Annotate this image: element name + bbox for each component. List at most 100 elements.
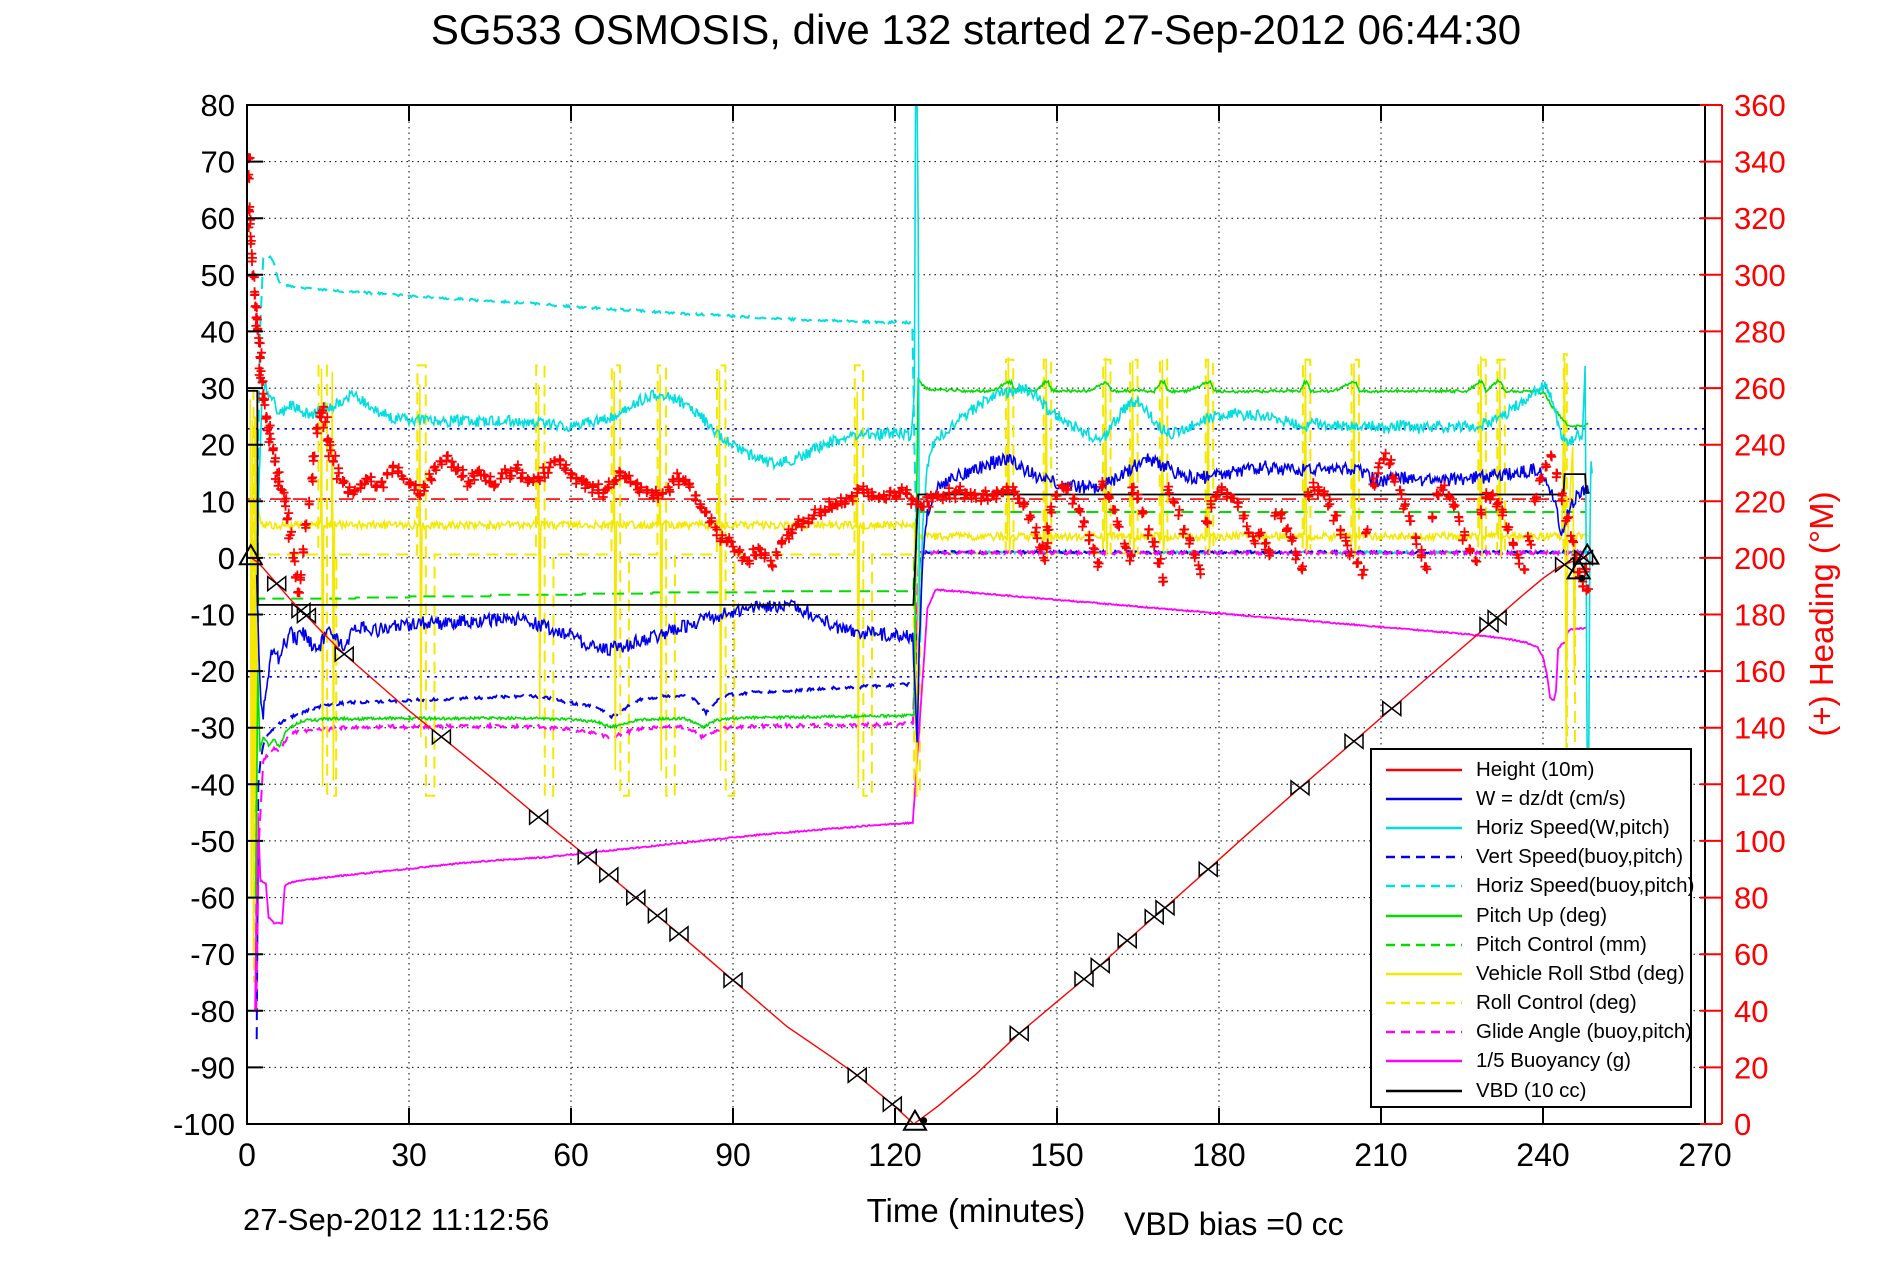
x-tick-label: 180	[1192, 1137, 1245, 1173]
y-axis-labels-right: 3603403203002802602402202001801601401201…	[1734, 88, 1786, 1142]
y-tick-label-right: 120	[1734, 767, 1786, 802]
timestamp: 27-Sep-2012 11:12:56	[243, 1202, 550, 1237]
gc-marker	[431, 728, 452, 746]
axis-ticks	[246, 104, 1706, 1125]
gc-marker	[1009, 1024, 1029, 1042]
y-tick-label-right: 300	[1734, 258, 1786, 293]
legend-item: Vert Speed(buoy,pitch)	[1372, 843, 1690, 872]
gc-marker	[647, 907, 668, 925]
series-horiz_speed_buoy	[254, 254, 1593, 1011]
figure-title: SG533 OSMOSIS, dive 132 started 27-Sep-2…	[430, 6, 1522, 53]
legend-label: Horiz Speed(buoy,pitch)	[1476, 874, 1695, 898]
y-tick-label: 40	[201, 314, 235, 349]
phase-triangle-marker	[1574, 542, 1601, 565]
legend: Height (10m) W = dz/dt (cm/s) Horiz Speed(…	[1370, 748, 1695, 1108]
legend-label: Vehicle Roll Stbd (deg)	[1476, 961, 1685, 985]
gc-marker	[1573, 549, 1594, 567]
gc-marker	[296, 607, 317, 625]
y-tick-label-right: 160	[1734, 654, 1786, 689]
y-tick-label: -60	[190, 881, 235, 916]
y-tick-label-right: 140	[1734, 711, 1786, 746]
y-tick-label: -90	[190, 1050, 235, 1085]
y-tick-label-right: 40	[1734, 994, 1768, 1029]
legend-label: Roll Control (deg)	[1476, 991, 1637, 1015]
legend-item: Vehicle Roll Stbd (deg)	[1372, 959, 1690, 988]
legend-swatch-blue-solid	[1386, 797, 1462, 801]
legend-item: Horiz Speed(W,pitch)	[1372, 813, 1690, 842]
legend-item: W = dz/dt (cm/s)	[1372, 784, 1690, 813]
legend-swatch-yellow-dashed	[1386, 1001, 1462, 1005]
legend-label: Horiz Speed(W,pitch)	[1476, 815, 1670, 839]
y-tick-label-right: 260	[1734, 371, 1786, 406]
y-tick-label-right: 60	[1734, 937, 1768, 972]
legend-label: VBD (10 cc)	[1476, 1078, 1587, 1102]
dot-marker	[920, 1117, 928, 1125]
y-tick-label: -50	[190, 824, 235, 859]
legend-item: 1/5 Buoyancy (g)	[1372, 1047, 1690, 1076]
legend-item: VBD (10 cc)	[1372, 1076, 1690, 1105]
gc-marker	[1155, 899, 1175, 917]
legend-item: Roll Control (deg)	[1372, 989, 1690, 1018]
legend-swatch-green-solid	[1386, 914, 1462, 917]
legend-label: 1/5 Buoyancy (g)	[1476, 1049, 1631, 1073]
y-tick-label: -100	[173, 1107, 235, 1142]
heading-scatter	[247, 153, 1593, 598]
y-axis-labels-left: 80 70 60 50 40 30 20 10 0 -10 -20 -30 -40 -50 -60 -70 -8…	[173, 88, 235, 1142]
y-tick-label-right: 280	[1734, 314, 1786, 349]
phase-triangle-marker	[238, 543, 264, 566]
dive-markers	[238, 542, 1601, 1131]
legend-swatch-red-solid	[1386, 768, 1462, 771]
y-tick-label-right: 100	[1734, 824, 1786, 859]
y-tick-label: -30	[190, 711, 235, 746]
series-vehicle_roll	[249, 356, 1590, 956]
gc-marker	[599, 866, 619, 884]
gc-marker	[626, 889, 646, 907]
legend-swatch-magenta-dashed	[1386, 1031, 1462, 1034]
series-buoyancy_fifth	[254, 588, 1587, 1011]
y-tick-label: 70	[201, 145, 235, 180]
gc-marker	[1074, 970, 1094, 988]
legend-label: Vert Speed(buoy,pitch)	[1476, 845, 1684, 869]
gc-marker	[577, 848, 597, 866]
y-tick-label: 50	[201, 258, 235, 293]
legend-item: Pitch Control (mm)	[1372, 930, 1690, 959]
legend-label: Glide Angle (buoy,pitch)	[1476, 1020, 1693, 1044]
y-tick-label-right: 360	[1734, 88, 1786, 123]
x-tick-label: 30	[391, 1137, 427, 1173]
legend-swatch-green-dashed	[1386, 943, 1462, 946]
legend-swatch-cyan-solid	[1386, 826, 1462, 830]
y-tick-label-right: 320	[1734, 201, 1786, 236]
y-tick-label-right: 80	[1734, 881, 1768, 916]
x-tick-label: 90	[715, 1137, 751, 1173]
x-tick-label: 0	[238, 1137, 256, 1173]
x-tick-label: 60	[553, 1137, 589, 1173]
legend-item: Glide Angle (buoy,pitch)	[1372, 1018, 1693, 1047]
gc-marker	[266, 575, 287, 593]
gc-marker	[1117, 932, 1137, 950]
x-tick-label: 240	[1516, 1137, 1569, 1173]
axes	[246, 104, 1723, 1125]
gc-marker	[334, 645, 354, 663]
y-tick-label-right: 0	[1734, 1107, 1751, 1142]
gc-marker	[1554, 556, 1575, 574]
legend-swatch-cyan-dashed	[1386, 885, 1462, 888]
y-tick-label-right: 20	[1734, 1050, 1768, 1085]
series-vbd	[247, 390, 1590, 606]
legend-swatch-yellow-solid	[1386, 972, 1462, 976]
gc-marker	[528, 808, 549, 826]
gc-marker	[1382, 699, 1402, 718]
legend-swatch-magenta-solid	[1386, 1060, 1462, 1063]
series-w_dzdt	[255, 452, 1590, 743]
y-tick-label-right: 220	[1734, 484, 1786, 519]
x-tick-label: 210	[1354, 1137, 1407, 1173]
right-axis-ticks	[1700, 104, 1722, 1125]
gc-marker	[882, 1095, 903, 1113]
y-tick-label: 20	[201, 428, 235, 463]
x-tick-label: 120	[868, 1137, 921, 1173]
y-tick-label: -80	[190, 994, 235, 1029]
legend-label: W = dz/dt (cm/s)	[1476, 786, 1626, 810]
y-tick-label-right: 180	[1734, 598, 1786, 633]
x-axis-labels: 0 30 60 90 120 150 180 210 240 270	[238, 1137, 1732, 1173]
gc-marker	[723, 971, 743, 989]
